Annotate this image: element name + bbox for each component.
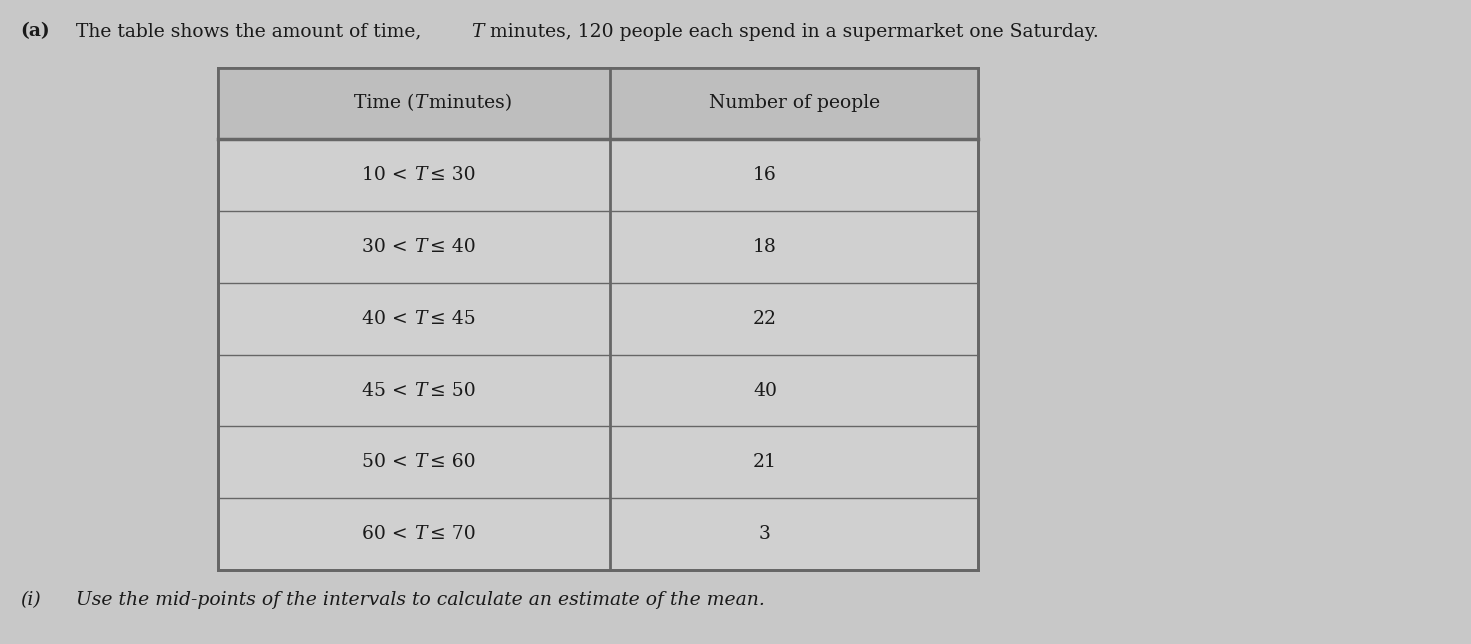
Text: T: T — [415, 166, 427, 184]
Text: 3: 3 — [759, 525, 771, 543]
Text: 16: 16 — [753, 166, 777, 184]
Text: T: T — [415, 381, 427, 399]
Text: T: T — [415, 525, 427, 543]
Text: minutes): minutes) — [424, 95, 512, 113]
Text: T: T — [415, 310, 427, 328]
Text: The table shows the amount of time,: The table shows the amount of time, — [76, 23, 434, 41]
Text: T: T — [471, 23, 482, 41]
Text: 10 <: 10 < — [362, 166, 415, 184]
Text: Time (: Time ( — [353, 95, 415, 113]
Text: ≤ 50: ≤ 50 — [424, 381, 475, 399]
Text: ≤ 40: ≤ 40 — [424, 238, 475, 256]
Text: (i): (i) — [21, 591, 41, 609]
Text: T: T — [415, 238, 427, 256]
Text: 60 <: 60 < — [362, 525, 415, 543]
Text: 40 <: 40 < — [362, 310, 415, 328]
Text: (a): (a) — [21, 23, 50, 41]
Text: Number of people: Number of people — [709, 95, 880, 113]
Text: 50 <: 50 < — [362, 453, 415, 471]
Text: ≤ 60: ≤ 60 — [424, 453, 475, 471]
Text: ≤ 70: ≤ 70 — [424, 525, 475, 543]
Text: 30 <: 30 < — [362, 238, 415, 256]
Text: Use the mid-points of the intervals to calculate an estimate of the mean.: Use the mid-points of the intervals to c… — [76, 591, 765, 609]
Text: 45 <: 45 < — [362, 381, 415, 399]
Text: T: T — [415, 453, 427, 471]
Text: 22: 22 — [753, 310, 777, 328]
Text: T: T — [415, 95, 427, 113]
Text: ≤ 30: ≤ 30 — [424, 166, 475, 184]
Text: 40: 40 — [753, 381, 777, 399]
Text: 21: 21 — [753, 453, 777, 471]
Text: ≤ 45: ≤ 45 — [424, 310, 475, 328]
Text: minutes, 120 people each spend in a supermarket one Saturday.: minutes, 120 people each spend in a supe… — [484, 23, 1099, 41]
Text: 18: 18 — [753, 238, 777, 256]
